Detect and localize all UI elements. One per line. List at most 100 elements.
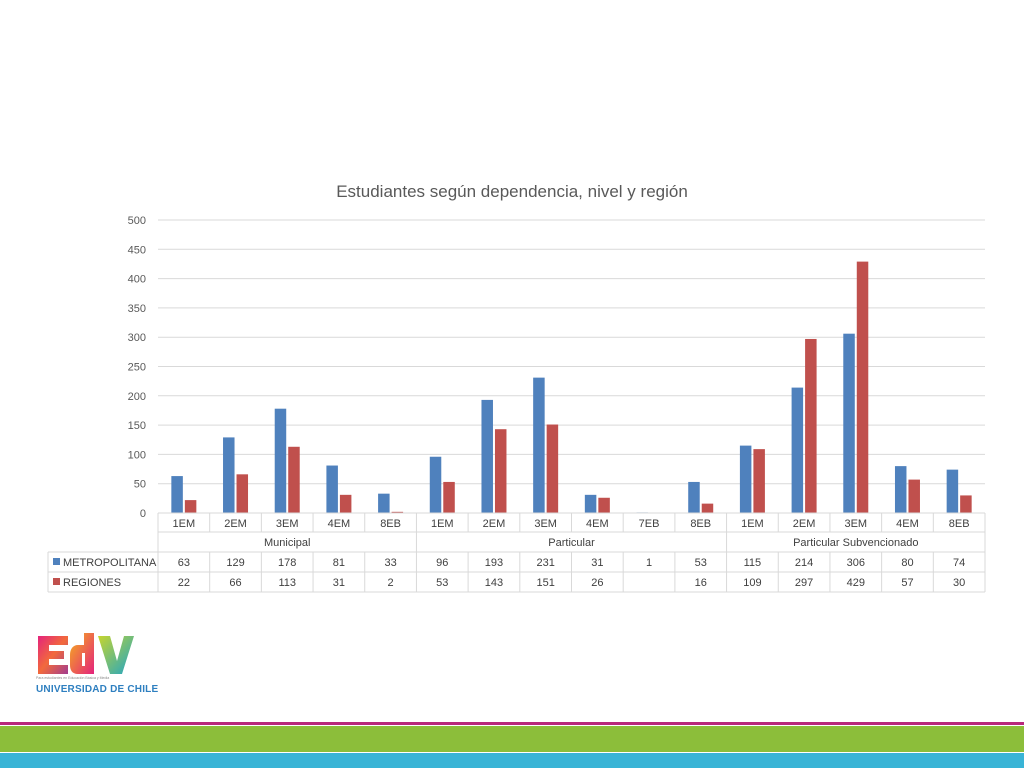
x-tick-label: 1EM bbox=[173, 518, 196, 530]
table-cell-value: 16 bbox=[695, 577, 707, 589]
chart-title: Estudiantes según dependencia, nivel y r… bbox=[336, 182, 688, 201]
x-tick-label: 7EB bbox=[639, 518, 660, 530]
x-tick-label: 4EM bbox=[586, 518, 609, 530]
table-cell-value: 429 bbox=[847, 577, 865, 589]
bar-metropolitana-7 bbox=[533, 377, 545, 513]
table-cell-value: 306 bbox=[847, 557, 865, 569]
bar-metropolitana-5 bbox=[429, 456, 442, 513]
table-cell-value: 57 bbox=[901, 577, 913, 589]
x-tick-label: 3EM bbox=[844, 518, 867, 530]
footer-band-blue bbox=[0, 753, 1024, 768]
table-cell-value: 115 bbox=[744, 557, 762, 569]
bar-regiones-3 bbox=[339, 494, 352, 513]
bar-metropolitana-14 bbox=[894, 466, 907, 513]
table-cell-value: 31 bbox=[333, 577, 345, 589]
y-tick-label: 150 bbox=[128, 420, 146, 432]
bar-metropolitana-4 bbox=[378, 493, 390, 513]
table-cell-value: 31 bbox=[591, 557, 603, 569]
bar-metropolitana-0 bbox=[171, 476, 183, 513]
x-tick-label: 8EB bbox=[949, 518, 970, 530]
bar-metropolitana-1 bbox=[223, 437, 235, 513]
bar-metropolitana-11 bbox=[739, 445, 752, 513]
bar-regiones-15 bbox=[960, 495, 972, 513]
x-tick-label: 3EM bbox=[534, 518, 557, 530]
x-tick-label: 4EM bbox=[328, 518, 351, 530]
footer-band-magenta bbox=[0, 722, 1024, 725]
table-cell-value: 30 bbox=[953, 577, 965, 589]
logo-subtitle: Para estudiantes en Educación Básica y M… bbox=[36, 676, 110, 680]
bar-regiones-8 bbox=[598, 497, 610, 513]
y-tick-label: 200 bbox=[128, 391, 146, 403]
table-cell-value: 33 bbox=[384, 557, 396, 569]
table-cell-value: 214 bbox=[795, 557, 813, 569]
bar-regiones-2 bbox=[288, 446, 300, 513]
y-tick-label: 400 bbox=[128, 274, 146, 286]
table-cell-value: 81 bbox=[333, 557, 345, 569]
bar-regiones-12 bbox=[805, 338, 817, 513]
legend-key-metropolitana bbox=[53, 558, 60, 565]
bar-metropolitana-6 bbox=[481, 399, 493, 513]
bar-metropolitana-13 bbox=[843, 333, 855, 513]
x-tick-label: 8EB bbox=[380, 518, 401, 530]
group-label: Municipal bbox=[264, 537, 310, 549]
data-table: 1EM 2EM 3EM 4EM 8EB 1EM 2EM 3EM 4EM 7EB 8EB 1EM 2EM 3… bbox=[47, 512, 986, 593]
bar-regiones-14 bbox=[908, 479, 920, 513]
table-cell-value: 151 bbox=[536, 577, 554, 589]
table-cell-value: 109 bbox=[743, 577, 761, 589]
x-tick-label: 2EM bbox=[793, 518, 816, 530]
x-tick-label: 4EM bbox=[896, 518, 919, 530]
legend-key-regiones bbox=[53, 578, 60, 585]
table-cell-value: 53 bbox=[436, 577, 448, 589]
y-tick-label: 0 bbox=[140, 508, 146, 520]
table-cell-value: 143 bbox=[485, 577, 503, 589]
legend-label: REGIONES bbox=[63, 577, 121, 589]
bar-metropolitana-2 bbox=[274, 408, 287, 513]
y-tick-label: 350 bbox=[128, 303, 146, 315]
bar-regiones-11 bbox=[753, 449, 765, 513]
group-label: Particular bbox=[548, 537, 595, 549]
y-tick-label: 250 bbox=[128, 362, 146, 374]
bar-metropolitana-10 bbox=[688, 481, 700, 513]
bar-regiones-7 bbox=[546, 424, 559, 513]
bar-regiones-0 bbox=[184, 500, 197, 513]
bar-metropolitana-12 bbox=[791, 387, 804, 513]
y-tick-label: 300 bbox=[128, 332, 146, 344]
table-cell-value: 53 bbox=[695, 557, 707, 569]
table-cell-value: 96 bbox=[436, 557, 448, 569]
bar-regiones-10 bbox=[701, 503, 714, 513]
bars bbox=[171, 261, 972, 513]
y-tick-label: 500 bbox=[128, 215, 146, 227]
table-cell-value: 297 bbox=[795, 577, 813, 589]
table-cell-value: 74 bbox=[953, 557, 965, 569]
table-cell-value: 26 bbox=[591, 577, 603, 589]
x-tick-label: 2EM bbox=[483, 518, 506, 530]
table-cell-value: 178 bbox=[278, 557, 296, 569]
bar-metropolitana-15 bbox=[946, 469, 959, 513]
table-cell-value: 66 bbox=[229, 577, 241, 589]
bar-regiones-4 bbox=[391, 511, 404, 513]
table-cell-value: 2 bbox=[388, 577, 394, 589]
bar-regiones-5 bbox=[443, 481, 455, 513]
bar-metropolitana-3 bbox=[326, 465, 338, 513]
university-name: UNIVERSIDAD DE CHILE bbox=[36, 684, 159, 695]
table-cell-value: 63 bbox=[178, 557, 190, 569]
x-tick-label: 8EB bbox=[690, 518, 711, 530]
table-cell-value: 193 bbox=[485, 557, 503, 569]
bar-regiones-13 bbox=[856, 261, 869, 513]
bar-regiones-1 bbox=[236, 474, 249, 513]
table-cell-value: 22 bbox=[178, 577, 190, 589]
legend-label: METROPOLITANA bbox=[63, 557, 157, 569]
table-cell-value: 129 bbox=[226, 557, 244, 569]
y-axis-ticks: 0 50 100 150 200 250 300 350 400 450 500 bbox=[128, 215, 146, 520]
x-tick-label: 2EM bbox=[224, 518, 247, 530]
x-tick-label: 1EM bbox=[431, 518, 454, 530]
table-cell-value: 1 bbox=[646, 557, 652, 569]
bar-metropolitana-8 bbox=[584, 494, 597, 513]
edv-logo bbox=[38, 633, 134, 674]
x-tick-label: 1EM bbox=[741, 518, 764, 530]
table-cell-value: 113 bbox=[278, 577, 296, 589]
x-tick-label: 3EM bbox=[276, 518, 299, 530]
table-cell-value: 80 bbox=[901, 557, 913, 569]
group-label: Particular Subvencionado bbox=[793, 537, 918, 549]
